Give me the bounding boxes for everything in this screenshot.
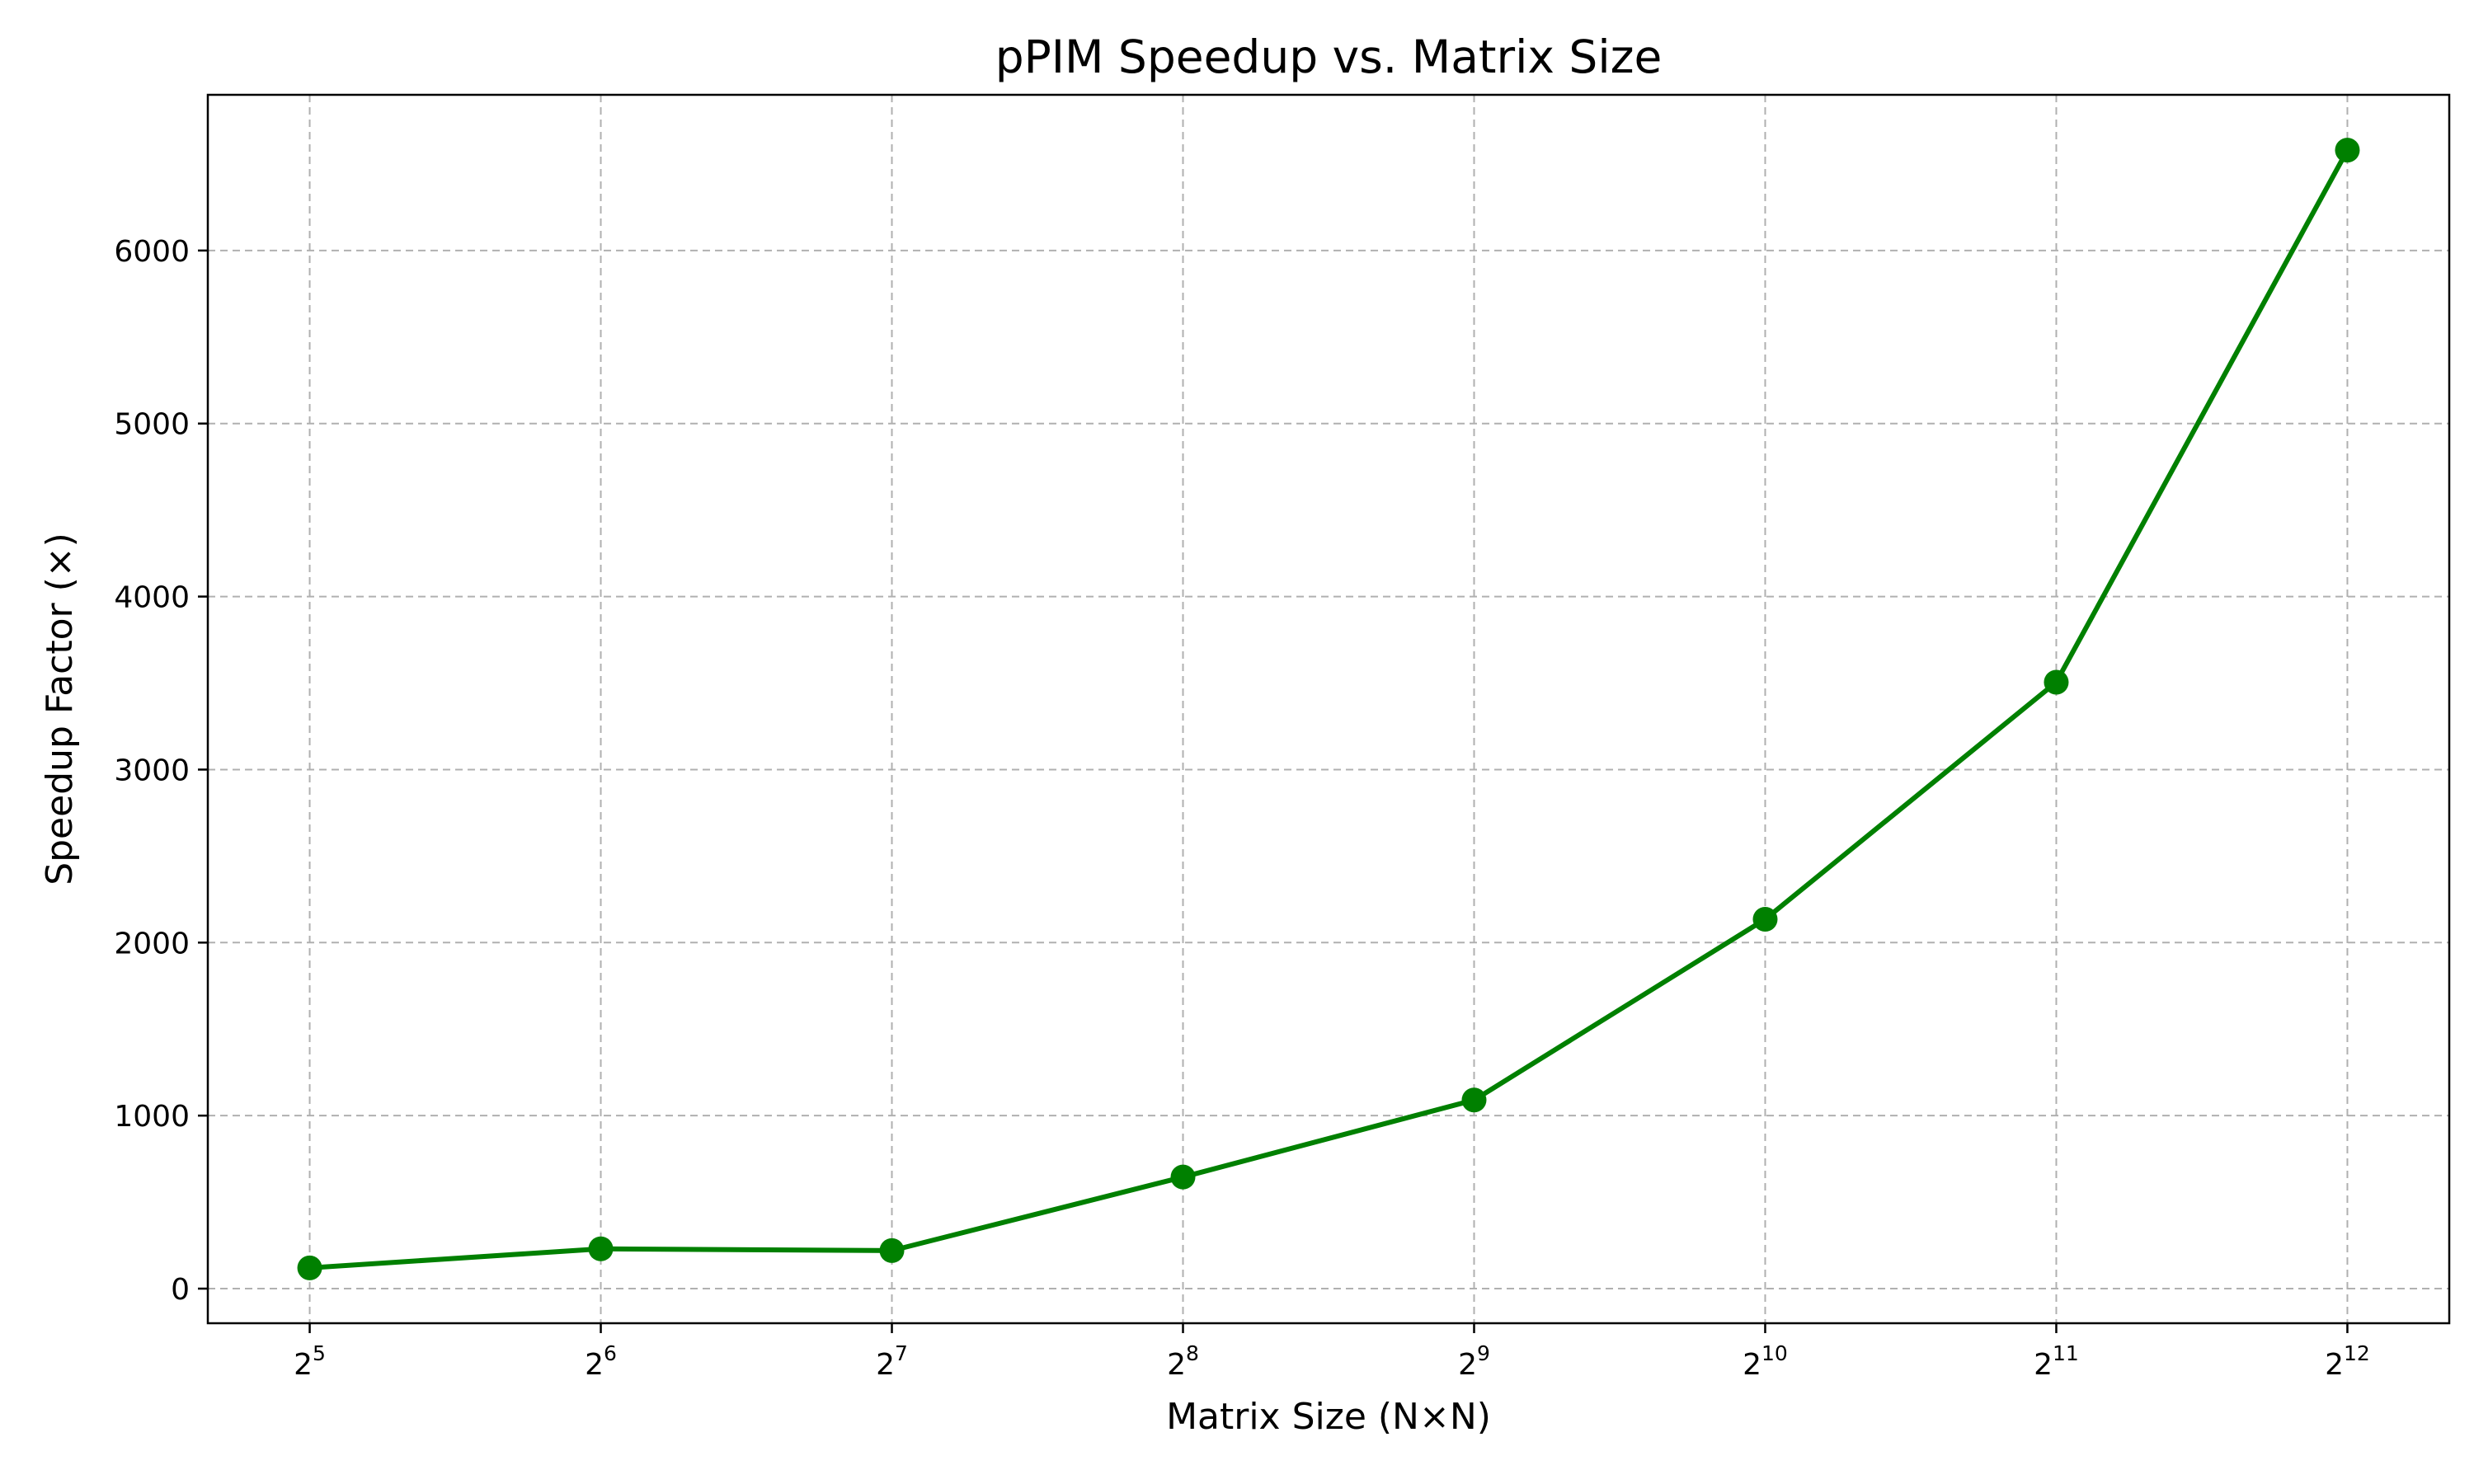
data-point <box>1170 1164 1196 1190</box>
x-axis-label: Matrix Size (N×N) <box>1166 1396 1491 1438</box>
data-point <box>2044 669 2069 695</box>
tick-layer: 0 1000 2000 3000 4000 5000 6000 25 26 27 28 29 210 21… <box>114 235 2369 1382</box>
x-tick-label: 28 <box>1167 1341 1199 1382</box>
x-tick-label: 29 <box>1458 1341 1490 1382</box>
y-tick-label: 4000 <box>114 581 190 615</box>
data-point <box>1461 1087 1487 1113</box>
chart-title: pPIM Speedup vs. Matrix Size <box>995 31 1663 83</box>
x-tick-label: 26 <box>585 1341 617 1382</box>
x-tick-label: 211 <box>2034 1341 2079 1382</box>
x-tick-label: 210 <box>1743 1341 1788 1382</box>
y-tick-label: 5000 <box>114 408 190 442</box>
x-tick-label: 27 <box>876 1341 908 1382</box>
y-tick-label: 2000 <box>114 927 190 960</box>
plot-frame <box>206 93 2451 1325</box>
series-line <box>309 148 2350 1270</box>
x-tick-label: 212 <box>2325 1341 2370 1382</box>
y-tick-label: 3000 <box>114 754 190 787</box>
grid-layer <box>208 95 2449 1323</box>
marker-layer <box>297 138 2360 1280</box>
data-point <box>2335 138 2360 163</box>
x-tick-label: 25 <box>294 1341 326 1382</box>
y-tick-label: 1000 <box>114 1100 190 1134</box>
y-tick-label: 6000 <box>114 235 190 269</box>
line-layer <box>309 148 2350 1270</box>
data-point <box>297 1255 322 1280</box>
y-tick-label: 0 <box>171 1273 190 1307</box>
data-point <box>588 1236 614 1261</box>
data-point <box>1752 906 1778 932</box>
data-point <box>879 1237 905 1263</box>
y-axis-label: Speedup Factor (×) <box>39 533 81 885</box>
